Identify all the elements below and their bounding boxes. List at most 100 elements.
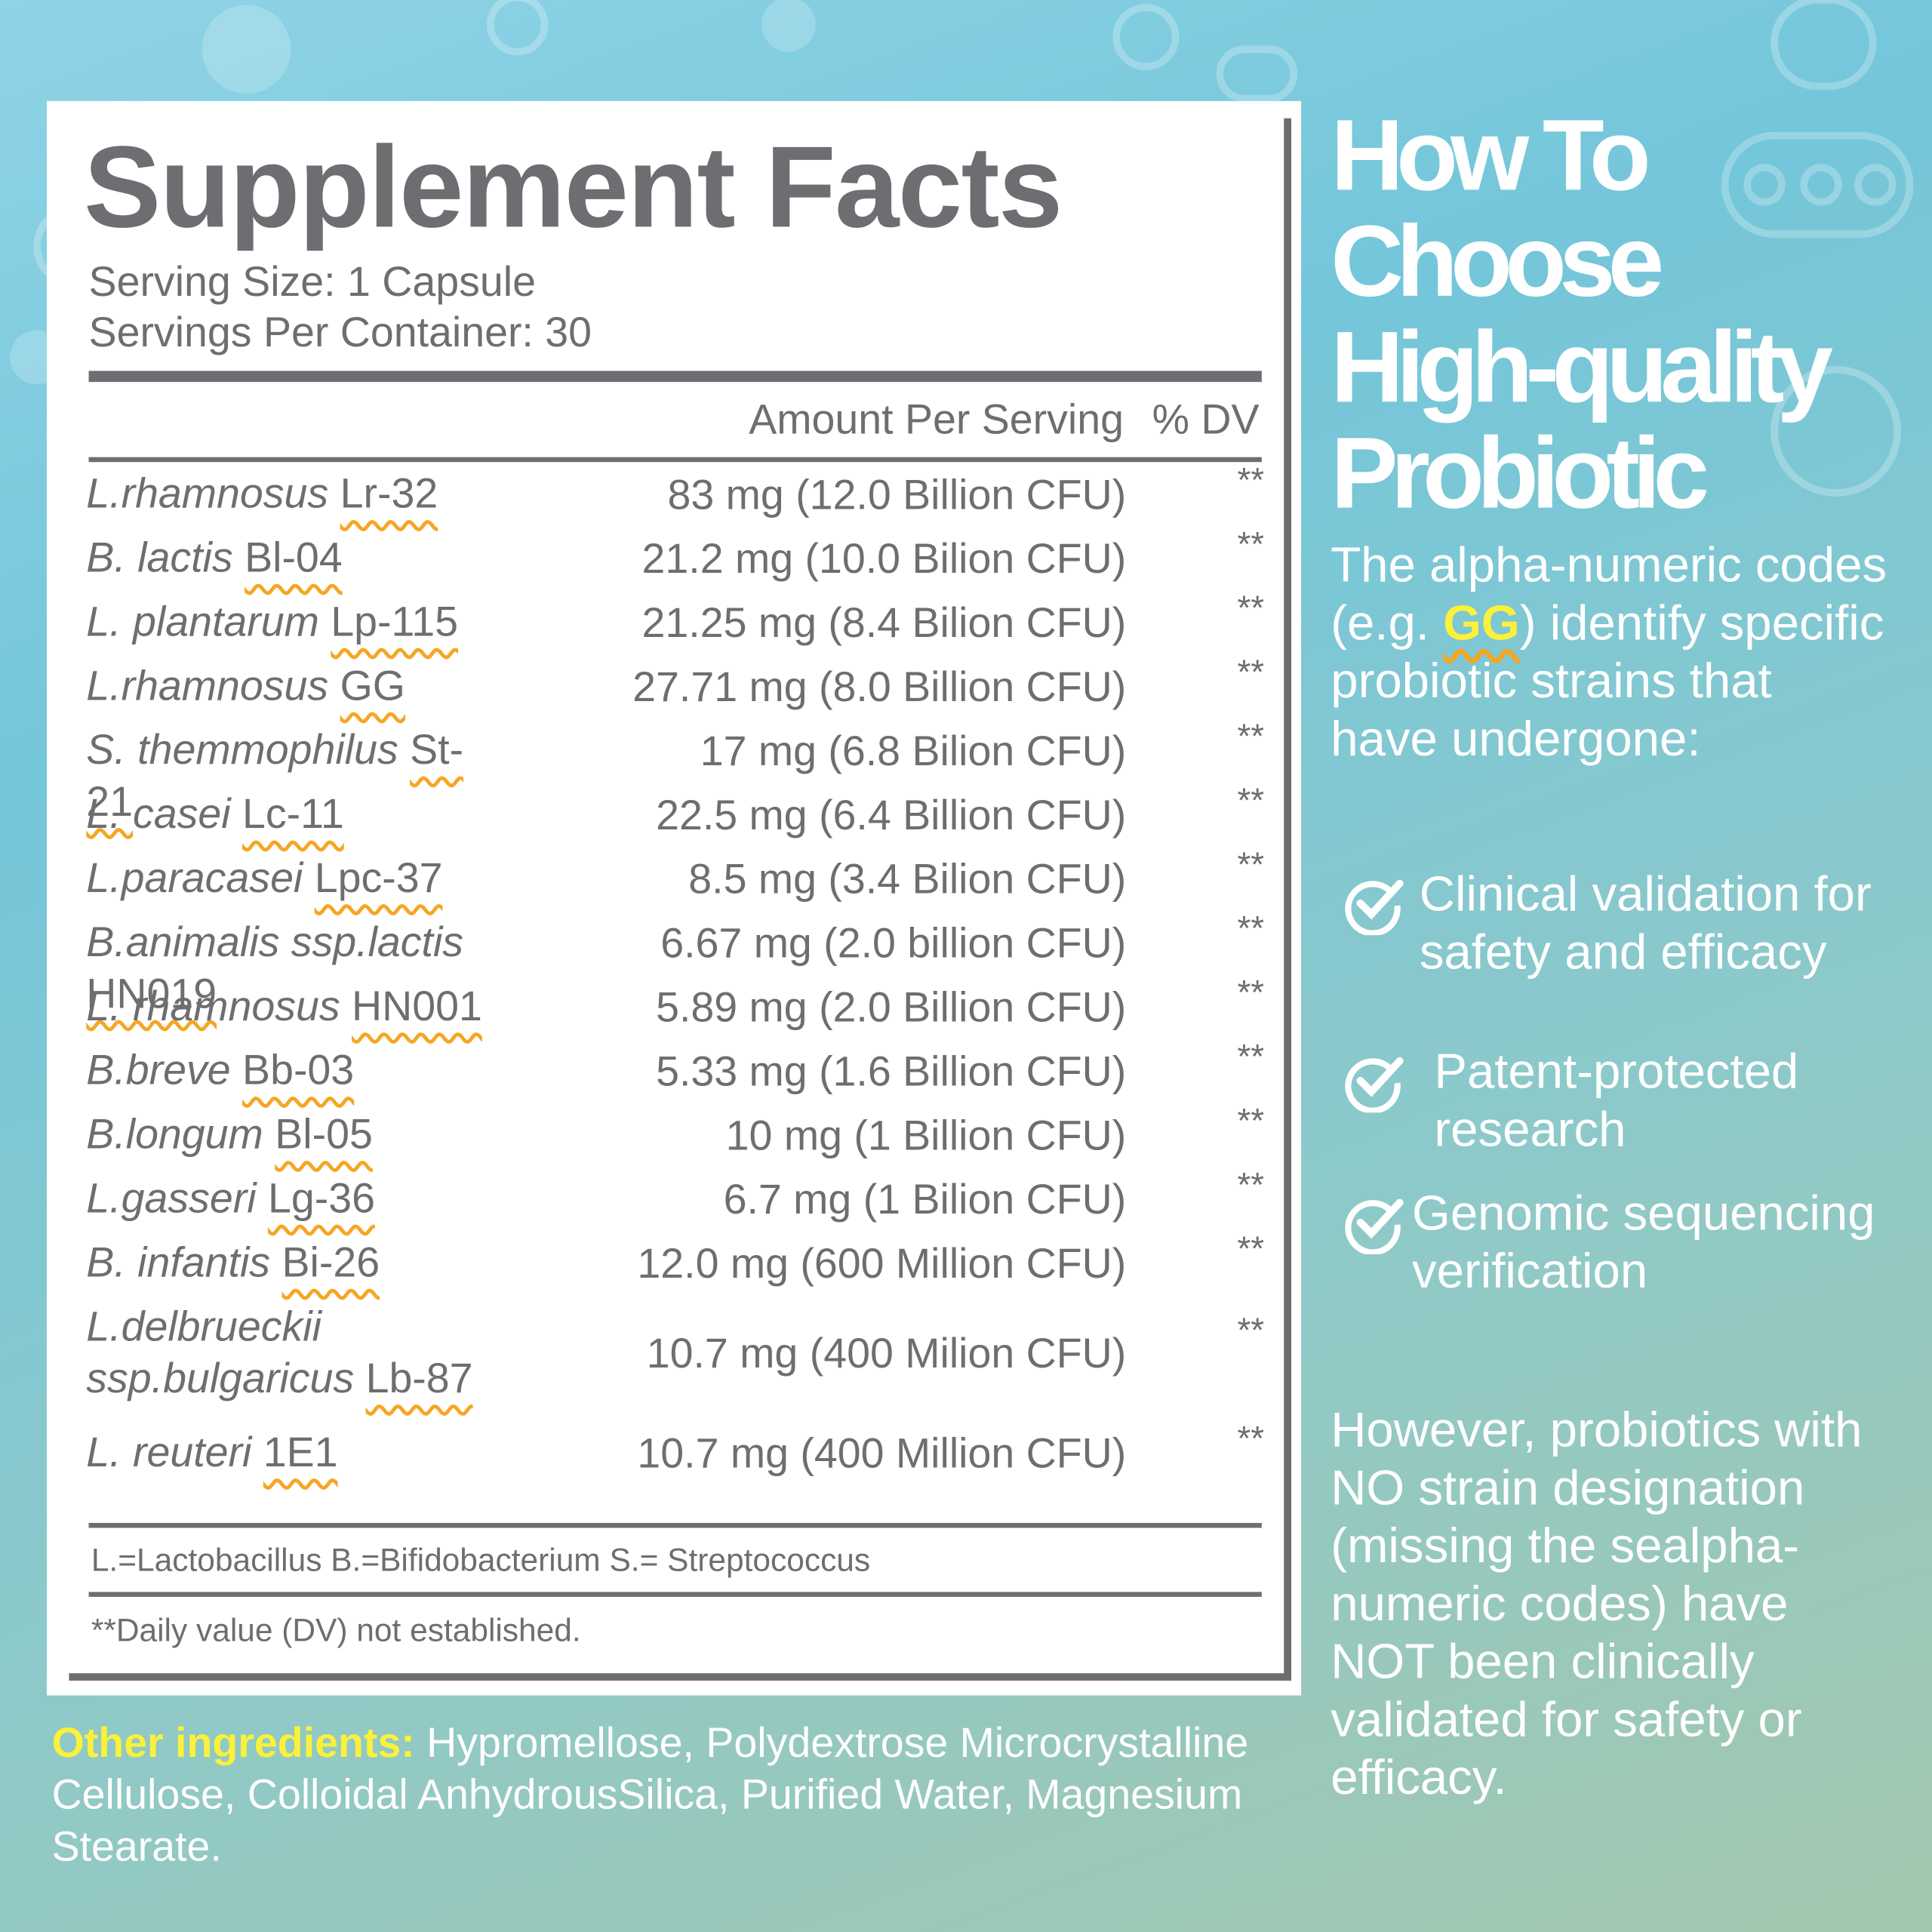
daily-value: ** xyxy=(1237,460,1265,500)
species: S. themmophilus xyxy=(86,727,398,774)
daily-value: ** xyxy=(1237,589,1265,628)
check-item: Patent-protected research xyxy=(1343,1044,1910,1159)
species-cell: L.gasseri Lg-36 xyxy=(86,1173,505,1225)
species: L. casei xyxy=(86,791,231,838)
species-cell: L. plantarum Lp-115 xyxy=(86,596,505,648)
species-cell: S. themmophilus St-21 xyxy=(86,724,505,828)
species: L.delbrueckii ssp.bulgaricus xyxy=(86,1303,355,1402)
rule xyxy=(88,1522,1262,1528)
sidebar: How To Choose High-quality Probiotic The al… xyxy=(1331,0,1909,1932)
sidebar-title-line: How To xyxy=(1331,100,1651,212)
species: L.paracasei xyxy=(86,855,303,903)
species: L. rhamnosus xyxy=(86,983,340,1030)
species-cell: B.breve Bb-03 xyxy=(86,1044,505,1097)
daily-value: ** xyxy=(1237,844,1265,884)
amount: 27.71 mg (8.0 Billion CFU) xyxy=(632,663,1127,712)
facts-row: L.paracasei Lpc-37 8.5 mg (3.4 Bilion CFU… xyxy=(86,845,1264,917)
daily-value: ** xyxy=(1237,1101,1265,1140)
amount: 6.7 mg (1 Bilion CFU) xyxy=(723,1177,1127,1224)
facts-row: B.longum Bl-05 10 mg (1 Billion CFU) ** xyxy=(86,1102,1264,1173)
check-icon xyxy=(1345,1198,1404,1255)
amount: 10 mg (1 Billion CFU) xyxy=(725,1112,1127,1160)
check-text: Patent-protected research xyxy=(1434,1044,1799,1158)
daily-value: ** xyxy=(1237,1229,1265,1268)
rule xyxy=(88,457,1262,463)
other-label: Other ingredients: xyxy=(51,1720,415,1767)
facts-row: L. reuteri 1E1 10.7 mg (400 Million CFU) *… xyxy=(86,1420,1264,1491)
species-cell: L.paracasei Lpc-37 xyxy=(86,853,505,905)
strain: Lp-115 xyxy=(331,598,459,646)
facts-row: B.animalis ssp.lactis HN019 6.67 mg (2.0 … xyxy=(86,909,1264,1018)
intro-text: ) identify specific probiotic strains th… xyxy=(1331,596,1884,767)
check-icon xyxy=(1345,879,1404,936)
facts-row: L.delbrueckii ssp.bulgaricus Lb-87 10.7 m… xyxy=(86,1301,1264,1427)
facts-row: B.breve Bb-03 5.33 mg (1.6 Billion CFU) ** xyxy=(86,1038,1264,1109)
species-cell: L.rhamnosus GG xyxy=(86,660,505,712)
sidebar-title-line: Probiotic xyxy=(1331,417,1709,531)
strain: 1E1 xyxy=(263,1429,338,1476)
servings-per-container: Servings Per Container: 30 xyxy=(88,309,592,356)
species: L. reuteri xyxy=(86,1429,252,1476)
strain: Bb-03 xyxy=(242,1047,355,1094)
amount: 6.67 mg (2.0 billion CFU) xyxy=(660,920,1127,968)
footnote: **Daily value (DV) not established. xyxy=(91,1611,581,1649)
species: L. plantarum xyxy=(86,598,319,646)
daily-value: ** xyxy=(1237,653,1265,691)
amount: 8.5 mg (3.4 Bilion CFU) xyxy=(688,856,1127,903)
strain: Bl-05 xyxy=(275,1111,373,1158)
facts-panel xyxy=(47,100,1302,1696)
amount: 5.89 mg (2.0 Billion CFU) xyxy=(656,984,1127,1032)
sidebar-title-line: Choose xyxy=(1331,205,1664,318)
intro: The alpha-numeric codes (e.g. GG) identi… xyxy=(1331,537,1891,769)
daily-value: ** xyxy=(1237,909,1265,948)
species-cell: L. casei Lc-11 xyxy=(86,789,505,841)
strain: Lc-11 xyxy=(242,791,344,838)
amount: 83 mg (12.0 Billion CFU) xyxy=(667,472,1127,519)
species: L.rhamnosus xyxy=(86,663,329,710)
daily-value: ** xyxy=(1237,781,1265,820)
footnote: L.=Lactobacillus B.=Bifidobacterium S.= … xyxy=(91,1541,871,1579)
facts-row: L.gasseri Lg-36 6.7 mg (1 Bilion CFU) ** xyxy=(86,1165,1264,1237)
amount: 21.25 mg (8.4 Bilion CFU) xyxy=(641,600,1127,648)
column-header: % DV xyxy=(1152,396,1260,444)
daily-value: ** xyxy=(1237,973,1265,1012)
sidebar-title: How To Choose High-quality Probiotic xyxy=(1331,100,1833,531)
check-text: Genomic sequencing verification xyxy=(1412,1186,1875,1299)
facts-row: L.rhamnosus GG 27.71 mg (8.0 Billion CFU)… xyxy=(86,653,1264,724)
species-cell: B. infantis Bi-26 xyxy=(86,1237,505,1289)
daily-value: ** xyxy=(1237,525,1265,564)
species-cell: B.animalis ssp.lactis HN019 xyxy=(86,917,505,1020)
other-ingredients: Other ingredients: Hypromellose, Polydex… xyxy=(52,1718,1272,1873)
strain: HN019 xyxy=(86,971,217,1018)
strain: Bl-04 xyxy=(245,534,343,582)
daily-value: ** xyxy=(1237,1311,1265,1349)
strain: GG xyxy=(340,663,405,710)
amount: 10.7 mg (400 Milion CFU) xyxy=(646,1331,1127,1378)
sidebar-title-line: High-quality xyxy=(1331,312,1833,424)
column-header: Amount Per Serving xyxy=(749,396,1124,444)
facts-row: L.rhamnosus Lr-32 83 mg (12.0 Billion CFU… xyxy=(86,461,1264,532)
species-cell: L.delbrueckii ssp.bulgaricus Lb-87 xyxy=(86,1301,493,1404)
species: B.breve xyxy=(86,1047,231,1094)
species-cell: B. lactis Bl-04 xyxy=(86,532,505,584)
rule xyxy=(88,1592,1262,1597)
species: L.gasseri xyxy=(86,1175,257,1223)
check-item: Genomic sequencing verification xyxy=(1343,1186,1910,1301)
facts-row: L. rhamnosus HN001 5.89 mg (2.0 Billion C… xyxy=(86,974,1264,1045)
serving-size: Serving Size: 1 Capsule xyxy=(88,258,536,306)
facts-row: L. plantarum Lp-115 21.25 mg (8.4 Bilion … xyxy=(86,589,1264,660)
amount: 17 mg (6.8 Bilion CFU) xyxy=(700,728,1127,775)
strain: Lpc-37 xyxy=(314,855,443,903)
species: B.longum xyxy=(86,1111,263,1158)
species-cell: L.rhamnosus Lr-32 xyxy=(86,468,505,520)
daily-value: ** xyxy=(1237,1037,1265,1076)
facts-title: Supplement Facts xyxy=(84,122,1063,252)
strain: Bi-26 xyxy=(281,1239,380,1287)
facts-row: B. lactis Bl-04 21.2 mg (10.0 Bilion CFU)… xyxy=(86,525,1264,596)
amount: 21.2 mg (10.0 Bilion CFU) xyxy=(641,536,1127,583)
species: B.animalis ssp.lactis xyxy=(86,918,464,966)
check-item: Clinical validation for safety and effic… xyxy=(1343,866,1910,982)
conclusion: However, probiotics with NO strain desig… xyxy=(1331,1403,1863,1805)
